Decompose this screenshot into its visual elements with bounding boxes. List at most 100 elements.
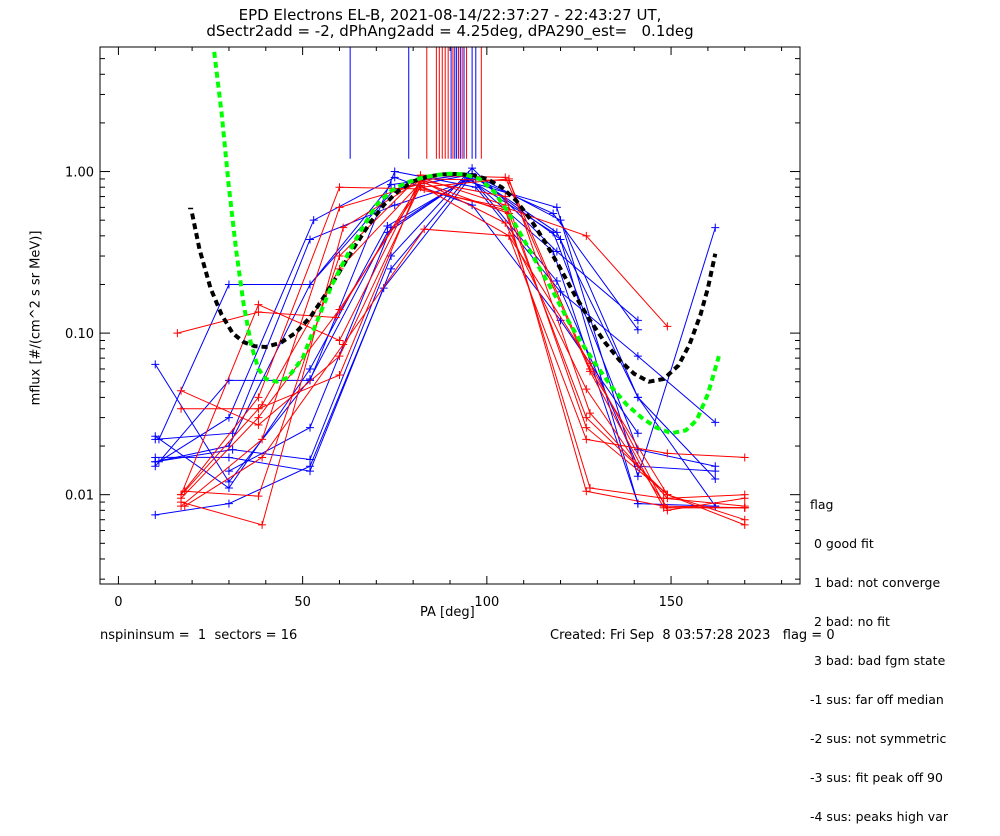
data-point-marker bbox=[258, 520, 267, 529]
data-point-marker bbox=[173, 329, 182, 338]
series-line bbox=[228, 174, 716, 480]
series-line bbox=[180, 184, 745, 458]
series-line bbox=[177, 188, 668, 334]
data-point-marker bbox=[416, 183, 425, 192]
data-point-marker bbox=[633, 472, 642, 481]
legend-entry: -3 sus: fit peak off 90 bbox=[810, 770, 943, 785]
x-axis-label: PA [deg] bbox=[420, 605, 475, 620]
data-point-marker bbox=[254, 413, 263, 422]
data-point-marker bbox=[586, 483, 594, 492]
data-point-marker bbox=[224, 453, 233, 462]
data-point-marker bbox=[154, 457, 163, 466]
data-point-marker bbox=[740, 490, 749, 499]
data-point-marker bbox=[335, 203, 344, 212]
data-point-marker bbox=[339, 340, 348, 349]
legend-title: flag bbox=[810, 497, 834, 512]
data-point-marker bbox=[552, 228, 561, 237]
data-point-marker bbox=[711, 475, 720, 484]
axes: 0 50 100 150 0.01 0.10 1.00 bbox=[65, 47, 800, 610]
data-point-marker bbox=[420, 225, 429, 234]
data-point-marker bbox=[224, 413, 233, 422]
data-point-marker bbox=[740, 453, 749, 462]
data-point-marker bbox=[254, 300, 263, 309]
fit-curve-green bbox=[212, 51, 721, 436]
series-blue bbox=[151, 176, 720, 481]
data-point-marker bbox=[659, 502, 668, 511]
data-point-marker bbox=[633, 393, 642, 402]
series-line bbox=[180, 178, 745, 499]
data-point-marker bbox=[711, 418, 720, 427]
x-tick-label: 0 bbox=[114, 595, 122, 610]
series-line bbox=[155, 179, 716, 479]
data-point-marker bbox=[224, 499, 233, 508]
data-point-marker bbox=[663, 449, 672, 458]
data-point-marker bbox=[306, 376, 314, 385]
legend-entry: 2 bad: no fit bbox=[810, 614, 890, 629]
vertical-marker-lines bbox=[349, 47, 482, 159]
data-point-marker bbox=[582, 413, 591, 422]
series-red bbox=[177, 176, 749, 529]
data-point-marker bbox=[633, 429, 642, 438]
data-point-marker bbox=[224, 483, 233, 492]
data-point-marker bbox=[306, 423, 314, 432]
series-line bbox=[180, 182, 745, 521]
series-red bbox=[177, 174, 749, 503]
data-point-marker bbox=[549, 209, 558, 218]
data-point-marker bbox=[387, 252, 396, 261]
y-tick-label: 0.10 bbox=[65, 327, 94, 342]
data-point-marker bbox=[224, 467, 233, 476]
data-point-marker bbox=[258, 453, 267, 462]
series-line bbox=[181, 179, 665, 492]
data-point-marker bbox=[383, 222, 392, 231]
data-point-marker bbox=[504, 231, 513, 240]
chart-title-line1: EPD Electrons EL-B, 2021-08-14/22:37:27 … bbox=[238, 6, 662, 24]
series-line bbox=[184, 174, 745, 509]
data-point-marker bbox=[582, 435, 591, 444]
data-point-marker bbox=[711, 223, 720, 232]
data-point-marker bbox=[387, 264, 396, 273]
data-point-marker bbox=[254, 420, 263, 429]
x-tick-label: 50 bbox=[294, 595, 311, 610]
data-point-marker bbox=[335, 252, 344, 261]
series-red bbox=[180, 225, 749, 515]
data-point-marker bbox=[504, 174, 513, 183]
data-point-marker bbox=[177, 386, 186, 395]
series-line bbox=[180, 179, 745, 526]
y-tick-label: 1.00 bbox=[65, 166, 94, 181]
data-point-marker bbox=[335, 305, 344, 314]
data-point-marker bbox=[151, 435, 160, 444]
legend-entry: 0 good fit bbox=[810, 536, 874, 551]
series-line bbox=[155, 178, 639, 440]
series-line bbox=[155, 173, 716, 507]
data-point-marker bbox=[306, 280, 314, 289]
data-point-marker bbox=[633, 352, 642, 361]
series-line bbox=[155, 174, 716, 516]
series-red bbox=[180, 174, 749, 512]
data-point-marker bbox=[663, 494, 672, 503]
y-axis-label: mflux [#/(cm^2 s sr MeV)] bbox=[28, 230, 44, 406]
y-tick-label: 0.01 bbox=[65, 489, 94, 504]
data-point-marker bbox=[586, 359, 594, 368]
data-point-marker bbox=[711, 467, 720, 476]
data-point-marker bbox=[306, 235, 314, 244]
data-point-marker bbox=[501, 219, 510, 228]
fit-curve-black bbox=[190, 171, 718, 384]
data-point-marker bbox=[306, 467, 314, 476]
data-point-marker bbox=[663, 322, 672, 331]
data-point-marker bbox=[663, 506, 672, 515]
data-point-marker bbox=[306, 364, 314, 373]
data-point-marker bbox=[501, 192, 510, 201]
legend-entry: 1 bad: not converge bbox=[810, 575, 941, 590]
data-point-marker bbox=[228, 445, 237, 454]
data-point-marker bbox=[151, 510, 160, 519]
x-tick-label: 150 bbox=[659, 595, 684, 610]
data-point-marker bbox=[224, 280, 233, 289]
legend-entry: -4 sus: peaks high var bbox=[810, 809, 949, 824]
chart-canvas: 0 50 100 150 0.01 0.10 1.00 bbox=[65, 46, 801, 610]
series-red bbox=[177, 178, 749, 524]
data-point-marker bbox=[390, 173, 399, 182]
data-point-marker bbox=[633, 316, 642, 325]
legend: flag 0 good fit 1 bad: not converge 2 ba… bbox=[810, 472, 948, 836]
series-line bbox=[180, 178, 745, 526]
data-point-marker bbox=[582, 423, 591, 432]
